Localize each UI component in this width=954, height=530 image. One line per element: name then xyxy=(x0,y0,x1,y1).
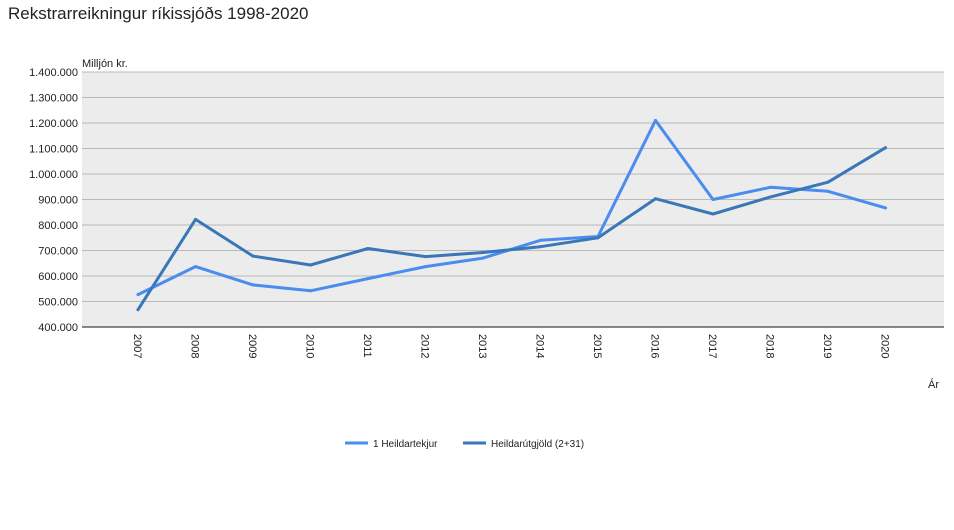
y-tick-label: 500.000 xyxy=(38,297,78,309)
series-line-2 xyxy=(136,146,887,312)
x-tick-label: 2013 xyxy=(476,334,488,358)
data-point xyxy=(711,198,715,201)
y-tick-label: 1.300.000 xyxy=(29,93,78,105)
data-point xyxy=(366,277,370,281)
x-tick-label: 2008 xyxy=(189,334,201,358)
data-point xyxy=(251,283,255,287)
y-tick-label: 1.100.000 xyxy=(29,144,78,156)
data-point xyxy=(366,246,370,250)
data-point xyxy=(194,217,197,221)
data-point xyxy=(769,195,772,199)
data-point xyxy=(539,245,542,249)
x-tick-label: 2009 xyxy=(246,334,258,358)
data-point xyxy=(769,185,772,189)
x-tick-label: 2007 xyxy=(131,334,143,358)
x-tick-label: 2012 xyxy=(419,334,431,358)
y-tick-label: 900.000 xyxy=(38,195,78,207)
y-tick-label: 600.000 xyxy=(38,271,78,283)
x-tick-label: 2020 xyxy=(879,334,891,358)
x-tick-label: 2015 xyxy=(591,334,603,358)
x-tick-label: 2011 xyxy=(361,334,373,358)
data-point xyxy=(194,265,197,269)
legend-label: Heildarútgjöld (2+31) xyxy=(491,439,584,450)
y-tick-labels: 400.000 500.000 600.000 700.000 800.000 900.0… xyxy=(29,67,78,334)
x-tick-labels: 2007 2008 2009 2010 2011 2012 2013 2014 2015 2016… xyxy=(131,334,891,358)
x-axis-label: Ár xyxy=(928,378,939,391)
data-point xyxy=(424,255,427,259)
y-tick-label: 700.000 xyxy=(38,246,78,258)
data-point xyxy=(309,289,312,293)
x-tick-label: 2016 xyxy=(649,334,661,358)
y-tick-label: 1.400.000 xyxy=(29,67,78,79)
data-point xyxy=(539,238,542,242)
data-point xyxy=(826,189,830,193)
gridlines xyxy=(82,71,944,328)
x-tick-label: 2014 xyxy=(534,334,546,358)
series-lines xyxy=(136,118,887,312)
x-tick-label: 2018 xyxy=(764,334,776,358)
data-point xyxy=(884,206,887,210)
data-point xyxy=(654,118,657,122)
data-point xyxy=(481,251,485,255)
y-tick-label: 800.000 xyxy=(38,220,78,232)
x-tick-label: 2017 xyxy=(706,334,718,358)
y-axis-label: Milljón kr. xyxy=(82,58,128,70)
y-tick-label: 400.000 xyxy=(38,322,78,334)
y-tick-label: 1.000.000 xyxy=(29,169,78,181)
legend-label: 1 Heildartekjur xyxy=(373,439,438,450)
data-point xyxy=(711,212,715,216)
data-point xyxy=(309,263,312,267)
data-point xyxy=(826,180,830,184)
x-tick-label: 2019 xyxy=(821,334,833,358)
data-point xyxy=(481,256,485,260)
data-point xyxy=(136,293,140,297)
legend: 1 Heildartekjur Heildarútgjöld (2+31) xyxy=(345,439,584,450)
data-point xyxy=(424,265,427,269)
data-point xyxy=(596,236,600,240)
y-tick-label: 1.200.000 xyxy=(29,118,78,130)
data-point xyxy=(884,146,887,150)
chart-title: Rekstrarreikningur ríkissjóðs 1998-2020 xyxy=(8,4,309,23)
x-tick-label: 2010 xyxy=(304,334,316,358)
data-point xyxy=(251,254,255,258)
data-point xyxy=(136,308,140,312)
data-point xyxy=(654,197,657,201)
